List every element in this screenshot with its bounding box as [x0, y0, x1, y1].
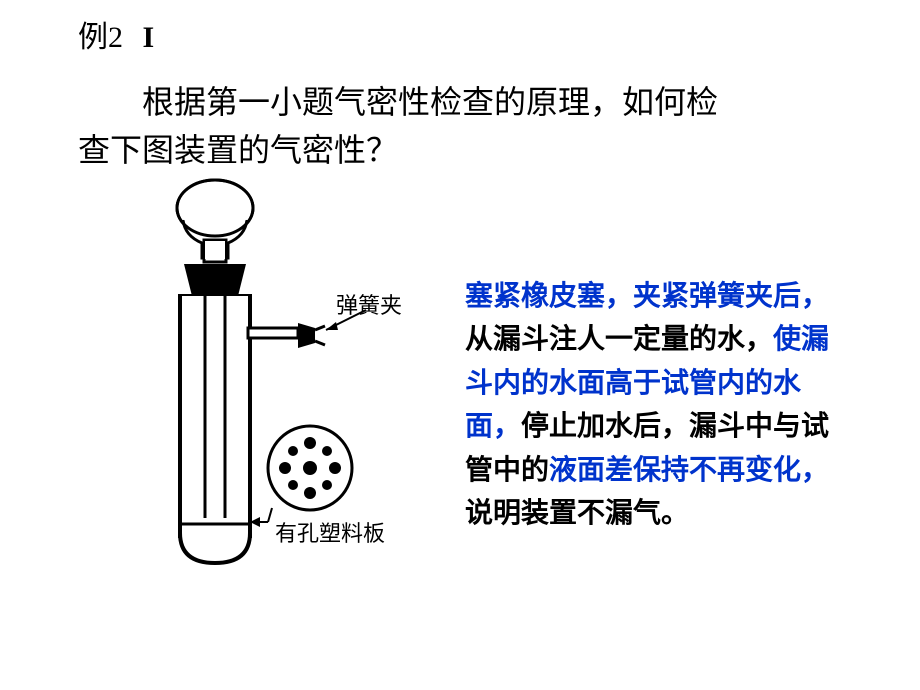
question-line1: 根据第一小题气密性检查的原理，如何检 — [142, 84, 718, 120]
apparatus-diagram: 弹簧夹 有孔塑料板 — [100, 178, 430, 598]
answer-text: 塞紧橡皮塞，夹紧弹簧夹后，从漏斗注人一定量的水，使漏斗内的水面高于试管内的水面，… — [465, 275, 835, 535]
answer-part1: 塞紧橡皮塞，夹紧弹簧夹后， — [465, 281, 829, 312]
answer-part6: 说明装置不漏气。 — [465, 498, 689, 529]
example-number: I — [143, 21, 155, 54]
answer-part5: 液面差保持不再变化， — [549, 455, 829, 486]
answer-part2: 从漏斗注人一定量的水， — [465, 324, 773, 355]
example-header: 例2 I — [78, 12, 154, 56]
clamp-label-text: 弹簧夹 — [336, 293, 402, 318]
plate-label-text: 有孔塑料板 — [275, 521, 385, 546]
example-label: 例2 — [78, 21, 123, 54]
question-line2: 查下图装置的气密性？ — [78, 132, 398, 168]
question-text: 根据第一小题气密性检查的原理，如何检 查下图装置的气密性？ — [78, 78, 858, 174]
